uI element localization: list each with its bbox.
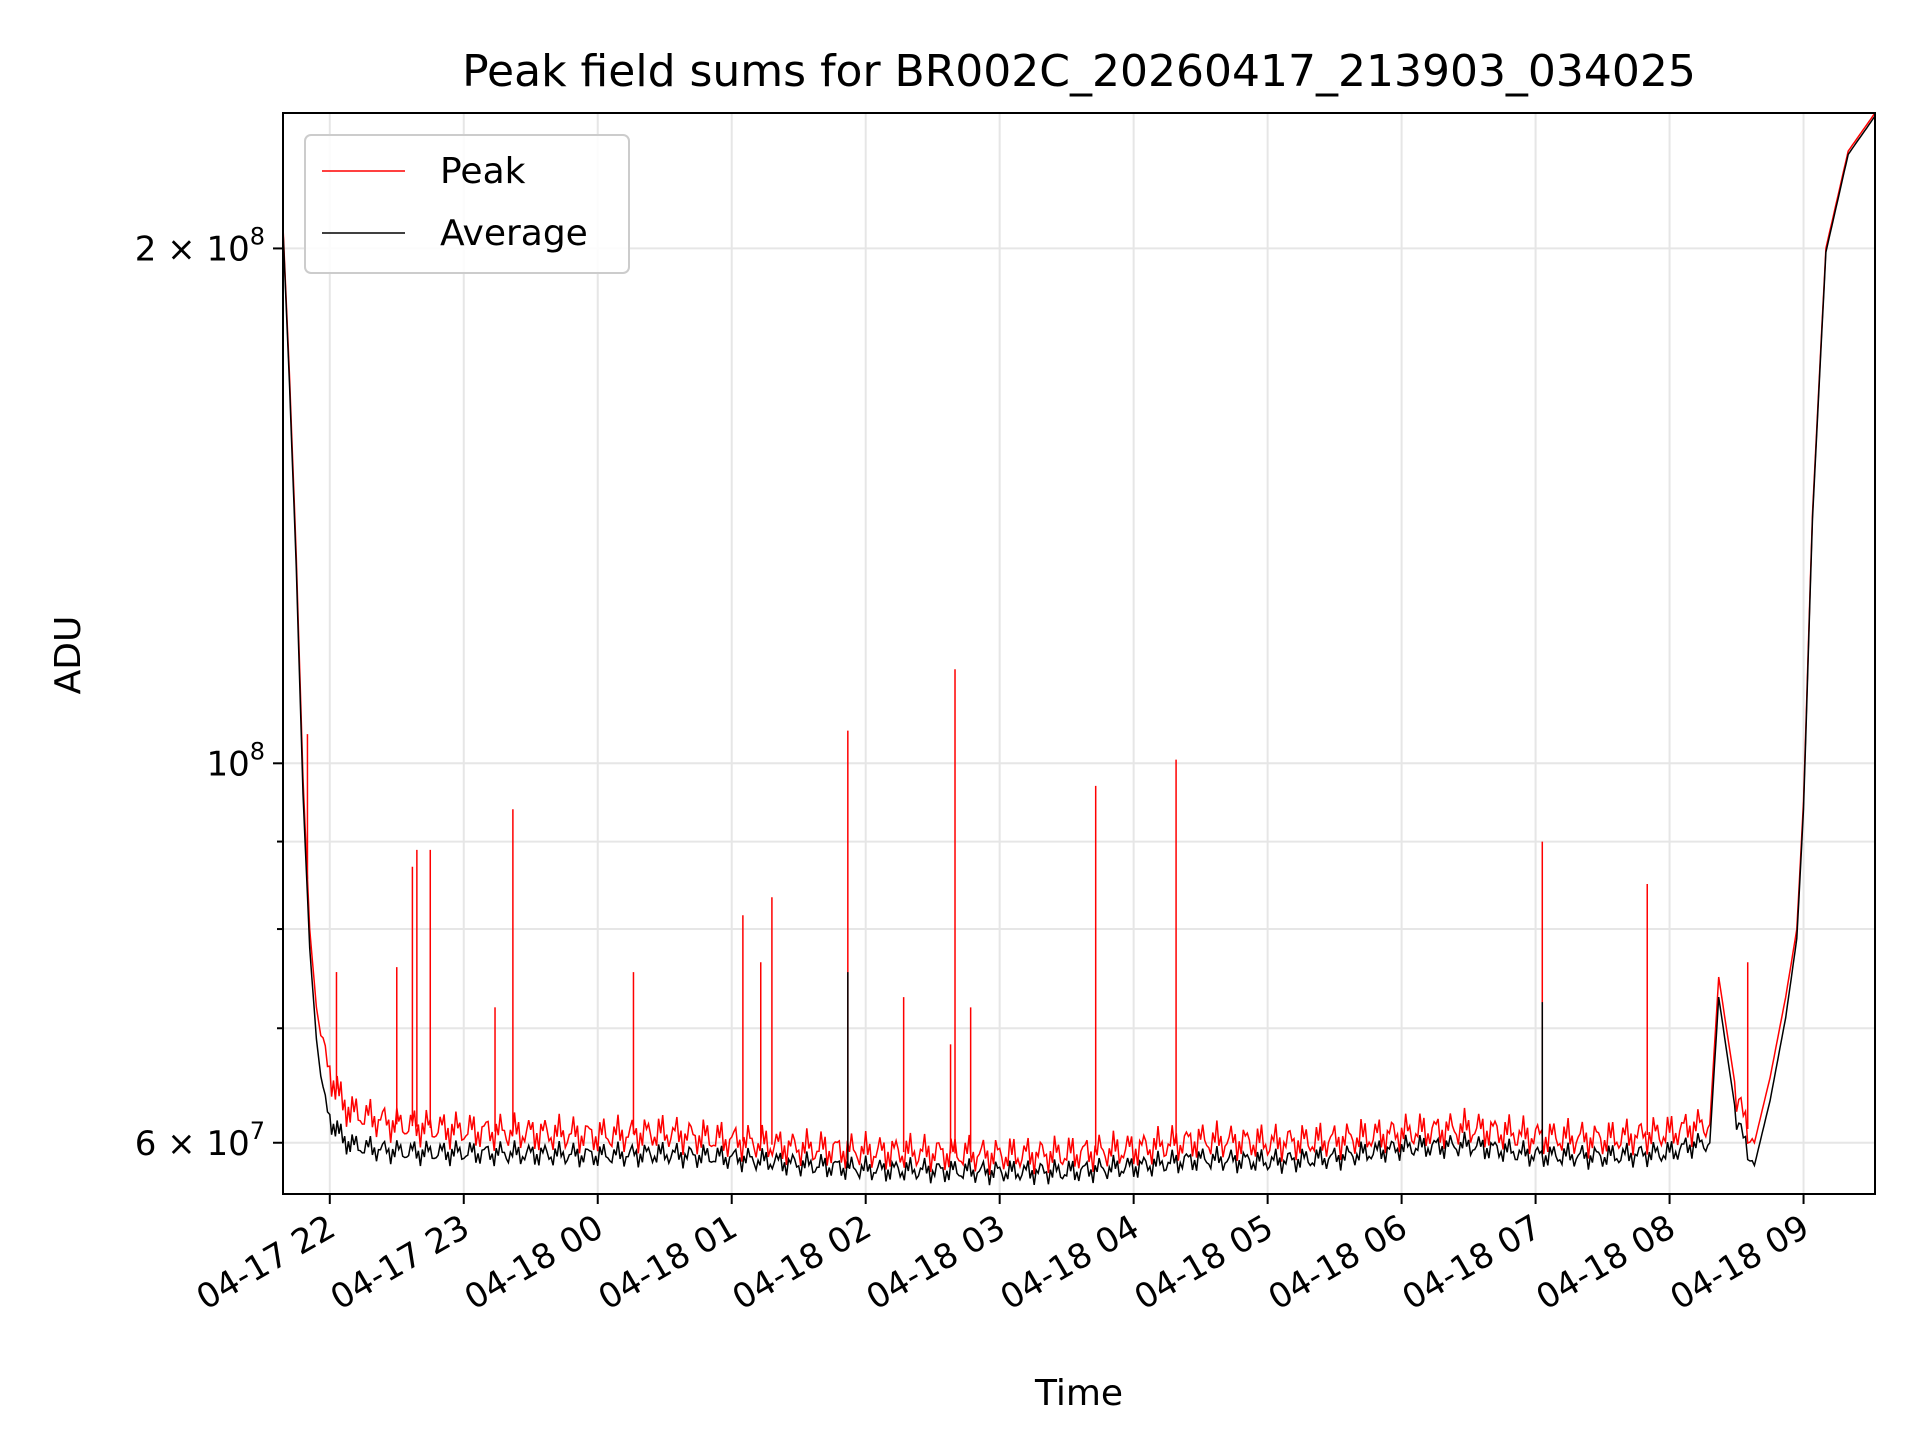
series-line-average — [282, 115, 1876, 1186]
chart-title: Peak field sums for BR002C_20260417_2139… — [462, 46, 1696, 97]
y-tick-label: 2 × 108 — [135, 222, 265, 269]
legend-label-peak: Peak — [440, 151, 526, 192]
series-layer — [282, 112, 1876, 1186]
grid — [283, 113, 1875, 1194]
series-line-peak — [282, 112, 1876, 1176]
y-axis-label: ADU — [48, 616, 89, 695]
x-axis-label: Time — [1034, 1373, 1123, 1414]
legend: Peak Average — [304, 134, 630, 274]
y-axis-ticks: 6 × 107 108 2 × 108 — [135, 222, 283, 1164]
y-tick-label: 6 × 107 — [135, 1117, 265, 1164]
legend-label-average: Average — [440, 213, 588, 254]
plot-frame — [282, 112, 1876, 1195]
legend-frame — [304, 134, 630, 274]
y-tick-label: 108 — [206, 737, 265, 784]
